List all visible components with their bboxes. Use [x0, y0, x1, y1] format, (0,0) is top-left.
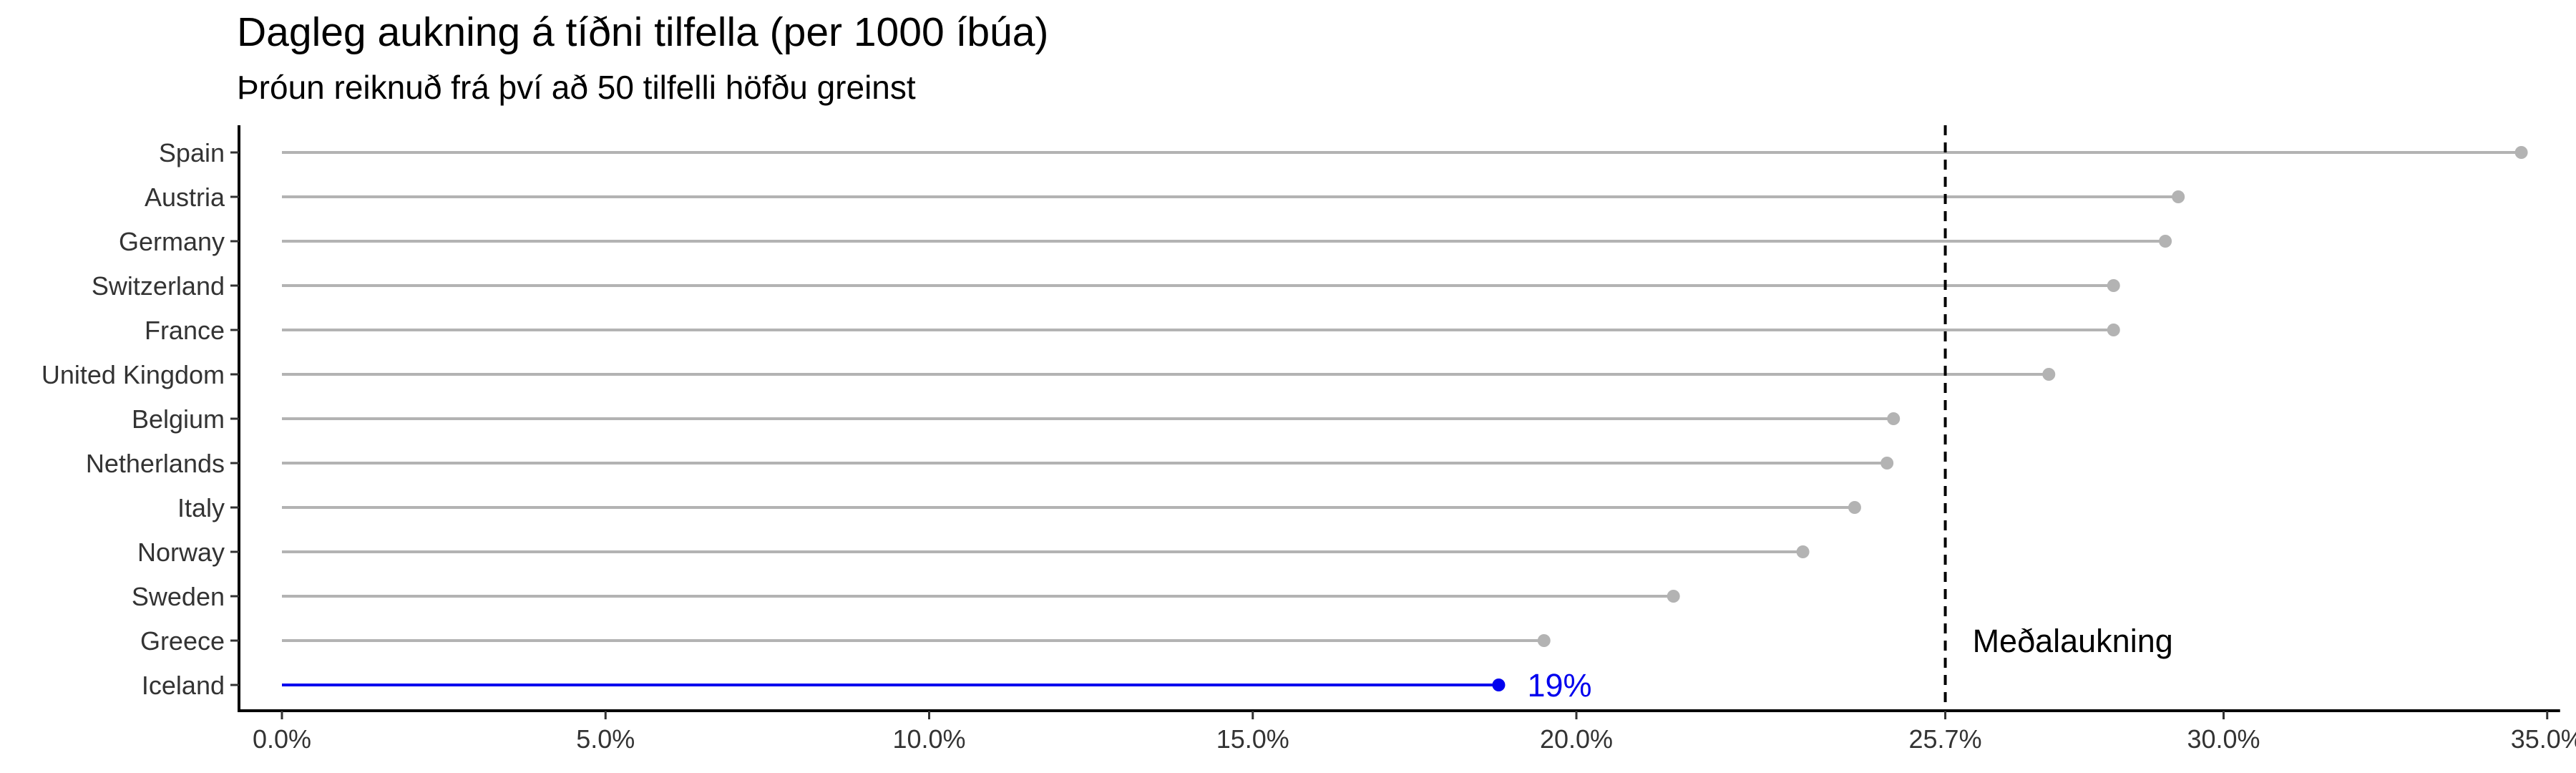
x-tick-label: 15.0% — [1216, 724, 1289, 754]
point-united-kingdom — [2042, 368, 2056, 381]
y-tick-label-iceland: Iceland — [142, 671, 225, 700]
y-tick-label-germany: Germany — [119, 227, 225, 256]
point-netherlands — [1880, 457, 1894, 470]
x-tick-label: 35.0% — [2511, 724, 2576, 754]
point-germany — [2159, 235, 2172, 248]
point-italy — [1848, 501, 1861, 514]
x-tick-label: 25.7% — [1909, 724, 1982, 754]
y-tick-label-sweden: Sweden — [132, 582, 225, 611]
y-tick-label-belgium: Belgium — [132, 404, 225, 434]
point-belgium — [1887, 412, 1901, 425]
y-tick-label-france: France — [145, 316, 225, 345]
average-reference-label: Meðalaukning — [1973, 623, 2173, 659]
x-tick-label: 5.0% — [576, 724, 635, 754]
y-tick-label-spain: Spain — [159, 138, 225, 167]
chart-marks: 19% — [282, 146, 2528, 704]
point-france — [2107, 324, 2120, 336]
y-axis-ticks: Spain Austria Germany Switzerland France Unit… — [42, 138, 239, 700]
x-tick-label: 20.0% — [1540, 724, 1613, 754]
y-tick-label-switzerland: Switzerland — [92, 271, 225, 301]
x-tick-label: 30.0% — [2187, 724, 2260, 754]
point-spain — [2514, 146, 2528, 159]
point-switzerland — [2107, 279, 2120, 292]
y-tick-label-norway: Norway — [137, 538, 225, 567]
y-tick-label-united-kingdom: United Kingdom — [42, 360, 225, 389]
x-tick-label: 0.0% — [253, 724, 311, 754]
point-sweden — [1667, 590, 1680, 603]
y-tick-label-italy: Italy — [177, 493, 225, 522]
x-tick-label: 10.0% — [892, 724, 965, 754]
x-axis-ticks: 0.0% 5.0% 10.0% 15.0% 20.0% 25.7% 30.0% 35.0% — [253, 711, 2576, 754]
highlight-value-label: 19% — [1527, 667, 1591, 704]
y-tick-label-netherlands: Netherlands — [86, 449, 225, 478]
point-greece — [1537, 634, 1551, 647]
y-tick-label-austria: Austria — [145, 183, 225, 212]
point-norway — [1796, 545, 1810, 558]
chart-title: Dagleg aukning á tíðni tilfella (per 100… — [237, 9, 1049, 55]
point-iceland — [1492, 679, 1506, 691]
chart-subtitle: Þróun reiknuð frá því að 50 tilfelli höf… — [237, 69, 916, 106]
point-austria — [2172, 190, 2185, 203]
y-tick-label-greece: Greece — [140, 626, 225, 656]
